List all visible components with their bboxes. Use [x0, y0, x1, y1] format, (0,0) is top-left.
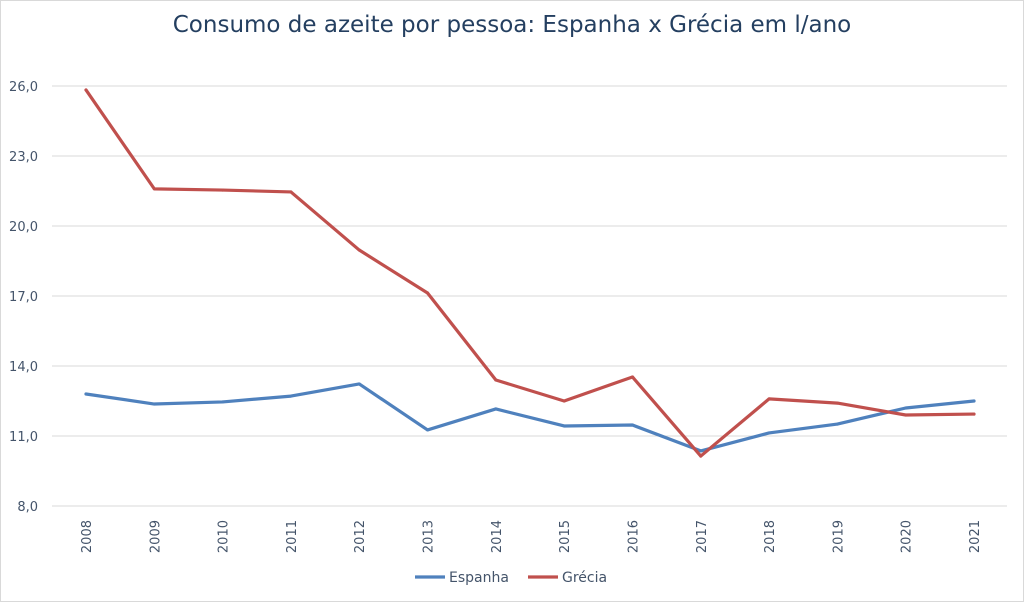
y-tick-label: 26,0 [9, 80, 38, 95]
x-tick-label: 2010 [217, 520, 232, 553]
x-tick-label: 2017 [695, 520, 710, 553]
data-point [630, 375, 634, 379]
data-point [972, 412, 976, 416]
data-point [562, 399, 566, 403]
y-tick-label: 8,0 [17, 500, 38, 515]
x-tick-label: 2016 [626, 520, 641, 553]
chart-title: Consumo de azeite por pessoa: Espanha x … [172, 12, 852, 38]
data-point [426, 428, 430, 432]
x-tick-label: 2018 [763, 520, 778, 553]
x-tick-label: 2015 [558, 520, 573, 553]
y-tick-label: 17,0 [9, 290, 38, 305]
data-point [699, 454, 703, 458]
data-point [767, 431, 771, 435]
data-point [562, 424, 566, 428]
data-point [904, 406, 908, 410]
data-point [767, 397, 771, 401]
data-point [221, 188, 225, 192]
x-tick-label: 2011 [285, 520, 300, 553]
x-tick-label: 2009 [148, 520, 163, 553]
data-point [357, 382, 361, 386]
data-point [494, 378, 498, 382]
data-point [357, 248, 361, 252]
data-point [289, 190, 293, 194]
y-tick-label: 23,0 [9, 150, 38, 165]
legend-label: Grécia [562, 570, 607, 586]
x-tick-label: 2012 [353, 520, 368, 553]
series-line-grécia [84, 88, 976, 458]
data-point [152, 402, 156, 406]
x-tick-label: 2019 [831, 520, 846, 553]
data-point [84, 88, 88, 92]
x-tick-label: 2014 [490, 520, 505, 553]
data-point [835, 422, 839, 426]
x-tick-label: 2020 [900, 520, 915, 553]
data-point [494, 407, 498, 411]
data-point [904, 413, 908, 417]
y-tick-label: 11,0 [9, 430, 38, 445]
series-line-espanha [84, 382, 976, 453]
x-tick-label: 2008 [80, 520, 95, 553]
data-point [699, 449, 703, 453]
y-tick-label: 14,0 [9, 360, 38, 375]
y-tick-label: 20,0 [9, 220, 38, 235]
x-tick-label: 2021 [968, 520, 983, 553]
data-point [84, 392, 88, 396]
data-point [152, 187, 156, 191]
data-point [835, 401, 839, 405]
data-point [289, 394, 293, 398]
data-point [630, 423, 634, 427]
x-tick-label: 2013 [422, 520, 437, 553]
legend-label: Espanha [449, 570, 509, 586]
data-point [426, 291, 430, 295]
data-point [221, 400, 225, 404]
data-point [972, 399, 976, 403]
